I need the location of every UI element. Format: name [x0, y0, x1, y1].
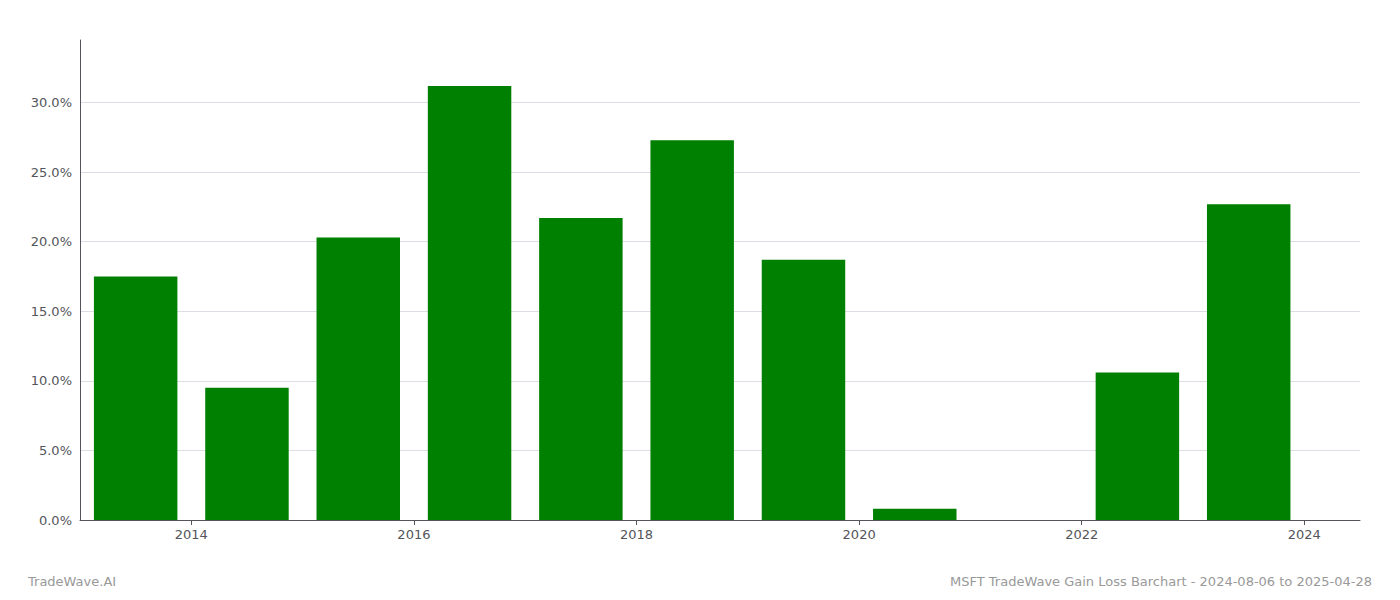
svg-text:5.0%: 5.0% — [39, 443, 72, 458]
svg-text:10.0%: 10.0% — [31, 373, 72, 388]
svg-text:MSFT TradeWave Gain Loss Barch: MSFT TradeWave Gain Loss Barchart - 2024… — [950, 574, 1372, 589]
svg-text:0.0%: 0.0% — [39, 513, 72, 528]
svg-text:2018: 2018 — [620, 527, 653, 542]
svg-text:2020: 2020 — [843, 527, 876, 542]
svg-text:30.0%: 30.0% — [31, 95, 72, 110]
svg-text:20.0%: 20.0% — [31, 234, 72, 249]
svg-text:2016: 2016 — [397, 527, 430, 542]
svg-text:25.0%: 25.0% — [31, 165, 72, 180]
svg-text:TradeWave.AI: TradeWave.AI — [27, 574, 116, 589]
svg-text:2022: 2022 — [1065, 527, 1098, 542]
svg-text:15.0%: 15.0% — [31, 304, 72, 319]
svg-text:2014: 2014 — [175, 527, 208, 542]
svg-text:2024: 2024 — [1288, 527, 1321, 542]
